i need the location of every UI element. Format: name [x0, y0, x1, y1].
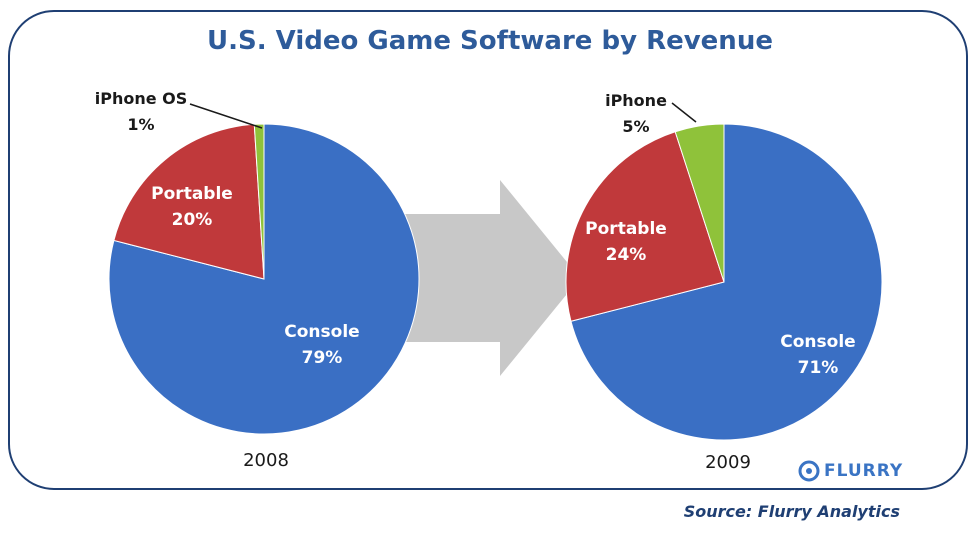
pie-2008: Console 79% Portable 20% iPhone OS 1% 20…: [95, 89, 420, 471]
slice-portable-2008: [113, 123, 265, 280]
flurry-logo-text: FLURRY: [824, 461, 904, 481]
label-console-2009: Console: [780, 332, 855, 352]
slice-iphone-os-2008: [253, 123, 265, 280]
slice-console-2009: [570, 123, 883, 441]
value-console-2008: 79%: [302, 348, 343, 368]
slice-console-2008: [108, 123, 420, 435]
slice-iphone-2009: [674, 123, 725, 283]
leader-line-iphone-2008: [189, 103, 263, 129]
value-iphone-2009: 5%: [622, 117, 649, 136]
label-portable-2008: Portable: [151, 184, 233, 204]
flurry-logo: FLURRY: [798, 460, 903, 482]
year-label-2009: 2009: [705, 452, 751, 473]
label-iphone-2009: iPhone: [605, 91, 667, 110]
source-note: Source: Flurry Analytics: [683, 502, 900, 521]
pie-2009: Console 71% Portable 24% iPhone 5% 2009: [565, 91, 883, 473]
value-portable-2009: 24%: [606, 245, 647, 265]
label-portable-2009: Portable: [585, 219, 667, 239]
chart-title: U.S. Video Game Software by Revenue: [207, 26, 773, 56]
year-label-2008: 2008: [243, 450, 289, 471]
value-portable-2008: 20%: [172, 210, 213, 230]
label-console-2008: Console: [284, 322, 359, 342]
value-iphone-os-2008: 1%: [127, 115, 154, 134]
value-console-2009: 71%: [798, 358, 839, 378]
label-iphone-os-2008: iPhone OS: [95, 89, 188, 108]
leader-line-iphone-2009: [671, 102, 697, 123]
transition-arrow: [405, 180, 580, 376]
flurry-logo-icon: [798, 460, 820, 482]
slice-portable-2009: [565, 131, 725, 322]
